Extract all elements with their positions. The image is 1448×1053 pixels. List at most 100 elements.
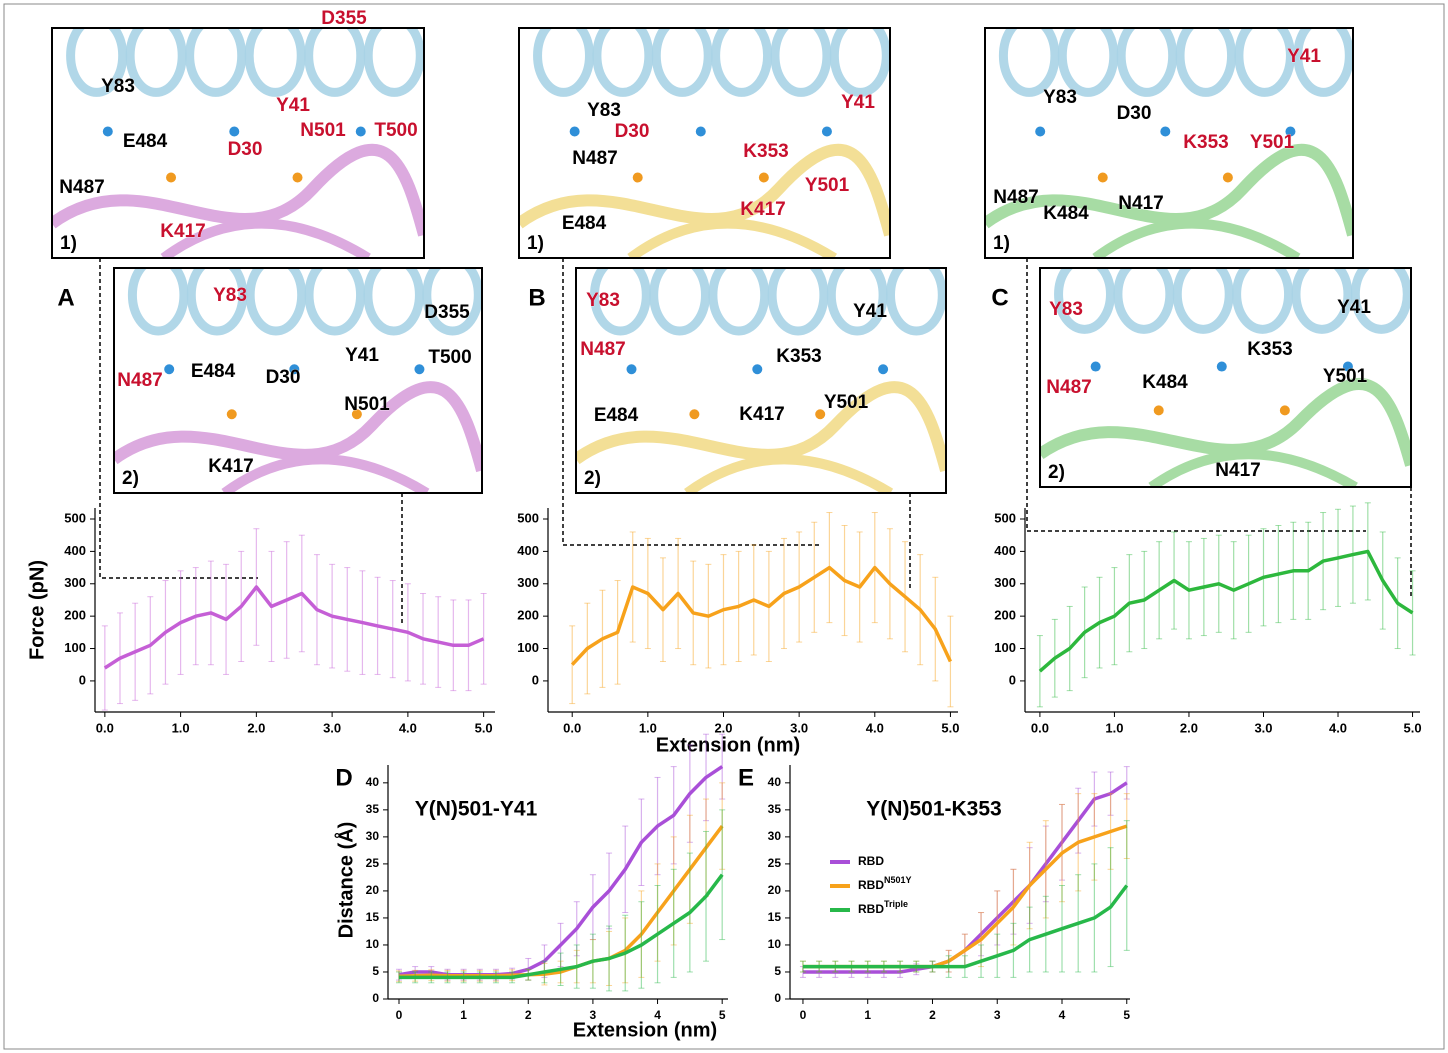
ribbon <box>985 143 1353 237</box>
y-tick-label: 5 <box>372 964 379 978</box>
structure-panel: 1) Y41 Y83 D30 K353 Y501 N487 N417 K484 <box>984 27 1354 259</box>
x-tick-label: 1 <box>864 1008 871 1022</box>
connector <box>99 258 258 579</box>
y-tick-label: 500 <box>517 510 539 525</box>
x-tick-label: 3 <box>590 1008 597 1022</box>
atom <box>1090 361 1101 372</box>
structure-panel: 2) Y83 Y41 N487 K353 Y501 E484 K417 <box>575 267 947 494</box>
y-tick-label: 0 <box>532 672 539 687</box>
y-tick-label: 200 <box>994 608 1016 623</box>
residue-label: Y83 <box>213 285 247 306</box>
structure-border <box>575 267 947 494</box>
atom <box>1216 361 1227 372</box>
x-tick-label: 0.0 <box>1031 720 1049 735</box>
residue-label: N487 <box>1046 377 1091 398</box>
x-tick-label: 1 <box>460 1008 467 1022</box>
series-line <box>103 585 485 670</box>
residue-label: N417 <box>1215 460 1260 481</box>
helix <box>826 268 888 336</box>
atom <box>229 126 240 137</box>
atom <box>752 364 763 375</box>
helix <box>998 28 1060 97</box>
helix <box>886 268 946 336</box>
residue-label: D30 <box>228 139 263 160</box>
residue-label: D30 <box>615 121 650 142</box>
residue-label: Y501 <box>1250 132 1295 153</box>
ribbon <box>114 381 482 473</box>
helix <box>1232 268 1294 334</box>
structure-border <box>51 27 425 259</box>
legend-superscript: Triple <box>884 899 908 909</box>
atom <box>164 364 175 375</box>
helix <box>1291 268 1353 334</box>
ribbon <box>160 218 371 258</box>
helix <box>708 268 770 336</box>
x-tick-label: 3 <box>994 1008 1001 1022</box>
y-tick-label: 300 <box>517 575 539 590</box>
residue-label: K353 <box>1183 132 1228 153</box>
helix <box>592 28 654 97</box>
residue-label: K417 <box>739 404 784 425</box>
residue-label: Y83 <box>586 290 620 311</box>
residue-label: Y501 <box>824 392 869 413</box>
helix <box>1054 268 1115 334</box>
residue-label: K417 <box>740 199 785 220</box>
helix <box>533 28 594 97</box>
structure-panel: 1) Y83 D355 Y41 N501 T500 E484 D30 N487 K417 <box>51 8 425 259</box>
x-tick-label: 0.0 <box>96 720 114 735</box>
residue-label: K417 <box>160 221 205 242</box>
x-tick-label: 3.0 <box>1254 720 1272 735</box>
atom <box>815 409 826 420</box>
series-line <box>570 565 952 666</box>
x-tick-label: 5.0 <box>1404 720 1422 735</box>
legend-label: RBDTriple <box>858 899 908 916</box>
atom <box>569 126 580 137</box>
helix <box>244 28 306 97</box>
residue-label: K484 <box>1043 203 1089 224</box>
legend-name: RBD <box>858 902 884 916</box>
y-tick-label: 25 <box>366 856 380 870</box>
panel-label: C <box>991 284 1008 311</box>
ribbon <box>627 218 837 258</box>
helix <box>1113 268 1175 334</box>
y-tick-label: 400 <box>517 543 539 558</box>
residue-label: N487 <box>572 148 617 169</box>
structure-border <box>518 27 891 259</box>
residue-label: N501 <box>300 120 346 141</box>
x-tick-label: 2.0 <box>714 720 732 735</box>
x-tick-label: 2 <box>929 1008 936 1022</box>
residue-label: N501 <box>344 394 390 415</box>
structure-image <box>576 268 946 493</box>
atom <box>355 126 366 137</box>
y-tick-label: 35 <box>768 802 782 816</box>
residue-label: K353 <box>776 346 821 367</box>
legend-name: RBD <box>858 854 884 868</box>
residue-label: E484 <box>562 213 607 234</box>
atom <box>351 409 362 420</box>
y-tick-label: 0 <box>372 991 379 1005</box>
helix <box>66 28 128 97</box>
atom <box>632 172 643 183</box>
y-axis-label: Force (pN) <box>26 560 48 660</box>
atom <box>626 364 637 375</box>
helix <box>304 28 366 97</box>
panel-label: E <box>738 764 754 791</box>
y-tick-label: 35 <box>366 802 380 816</box>
x-tick-label: 1.0 <box>639 720 657 735</box>
residue-label: T500 <box>428 347 471 368</box>
atom <box>1285 126 1296 137</box>
y-tick-label: 100 <box>994 640 1016 655</box>
atom <box>1153 405 1164 416</box>
structure-tag: 1) <box>60 233 77 254</box>
atom <box>1097 172 1108 183</box>
panel-label: D <box>335 764 352 791</box>
residue-label: T500 <box>374 120 417 141</box>
legend-superscript: N501Y <box>884 875 912 885</box>
y-tick-label: 10 <box>768 937 782 951</box>
x-tick-label: 4 <box>1059 1008 1066 1022</box>
chart-title: Y(N)501-K353 <box>866 798 1001 821</box>
helix <box>770 28 832 97</box>
helix <box>186 268 248 336</box>
